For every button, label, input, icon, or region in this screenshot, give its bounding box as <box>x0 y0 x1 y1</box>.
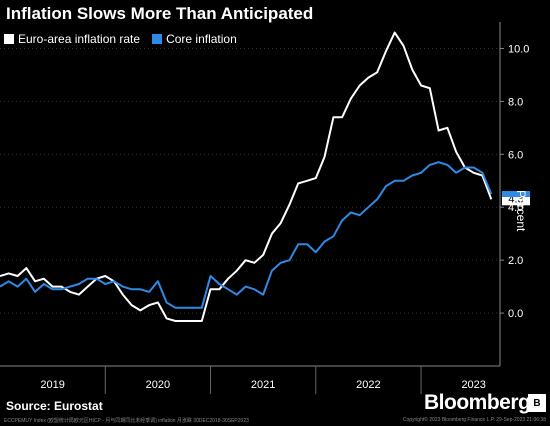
x-tick-label: 2023 <box>461 379 485 391</box>
x-tick-label: 2022 <box>356 379 380 391</box>
y-tick-label: 0.0 <box>508 308 523 320</box>
legend-swatch-headline <box>4 34 14 44</box>
y-tick-label: 6.0 <box>508 149 523 161</box>
legend-label-headline: Euro-area inflation rate <box>18 32 141 46</box>
core-last-value-marker <box>502 191 530 197</box>
legend-label-core: Core inflation <box>166 32 237 46</box>
y-tick-label: 10.0 <box>508 43 529 55</box>
series-line-headline <box>0 31 493 322</box>
chart-legend: Euro-area inflation rate Core inflation <box>4 32 237 46</box>
y-axis-label: Percent <box>514 190 528 232</box>
footer-ticker-note: ECCPEMUY Index (欧盟统计局欧元区HICP - 月与同期同比未经季… <box>4 418 249 424</box>
brand-logo: Bloomberg <box>424 391 531 414</box>
footer-copyright: Copyright© 2023 Bloomberg Finance L.P. 2… <box>402 417 546 423</box>
x-tick-label: 2019 <box>40 379 64 391</box>
brand-badge-icon: B <box>528 394 546 412</box>
legend-item-headline: Euro-area inflation rate <box>4 32 140 46</box>
legend-item-core: Core inflation <box>152 32 237 46</box>
x-tick-label: 2021 <box>251 379 275 391</box>
y-tick-label: 8.0 <box>508 96 523 108</box>
x-tick-label: 2020 <box>146 379 170 391</box>
chart-title: Inflation Slows More Than Anticipated <box>6 4 314 23</box>
legend-swatch-core <box>152 34 163 44</box>
series-line-core <box>0 161 493 309</box>
y-tick-label: 2.0 <box>508 255 523 267</box>
source-note: Source: Eurostat <box>6 399 103 413</box>
